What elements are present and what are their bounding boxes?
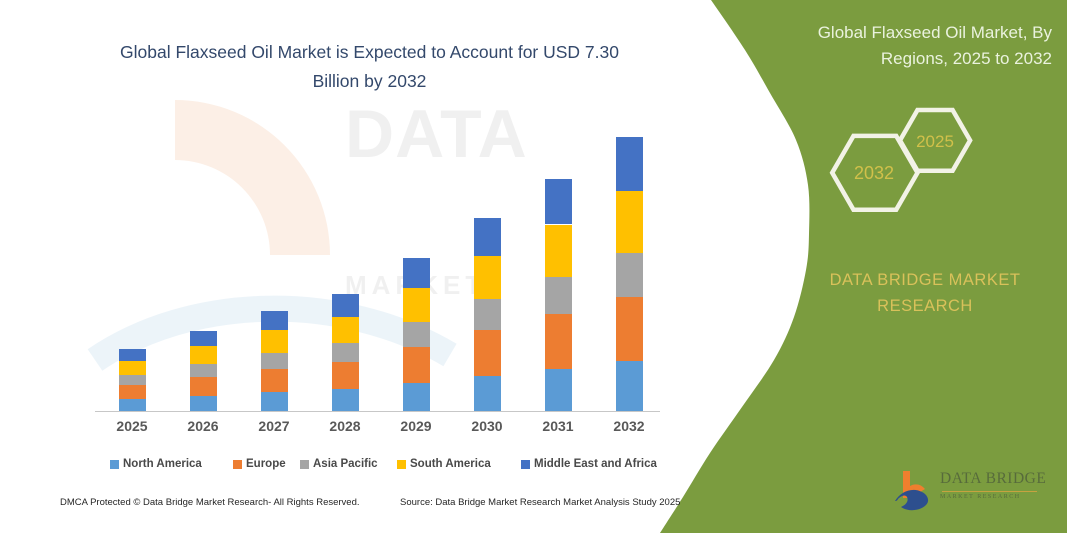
svg-text:2025: 2025 — [916, 132, 954, 151]
svg-text:2032: 2032 — [854, 163, 894, 183]
